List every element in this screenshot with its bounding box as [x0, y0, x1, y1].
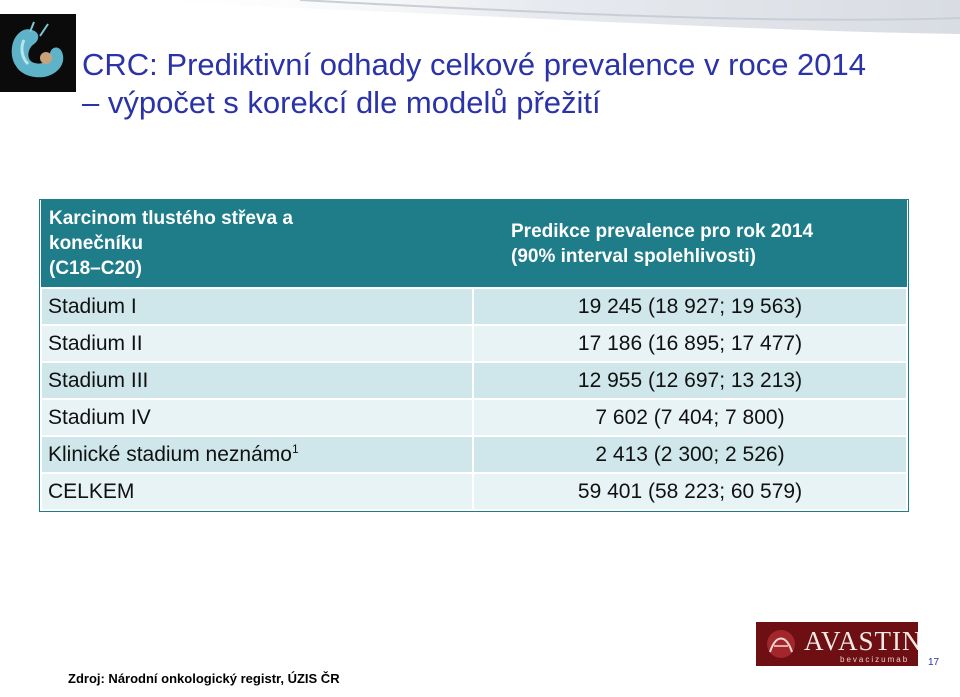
table-row: Stadium III 12 955 (12 697; 13 213) [40, 361, 908, 400]
footnote-marker: 1 [291, 441, 299, 456]
table-row: Stadium I 19 245 (18 927; 19 563) [40, 287, 908, 326]
header-prediction-line: (90% interval spolehlivosti) [511, 245, 756, 267]
row-value: 17 186 (16 895; 17 477) [472, 324, 908, 363]
title-line-2: – výpočet s korekcí dle modelů přežití [82, 85, 601, 120]
header-diagnosis-line: (C18–C20) [49, 258, 142, 279]
table-row: Stadium II 17 186 (16 895; 17 477) [40, 324, 908, 363]
page-title: CRC: Prediktivní odhady celkové prevalen… [82, 46, 942, 122]
table-row: Stadium IV 7 602 (7 404; 7 800) [40, 398, 908, 437]
row-label-text: Stadium II [48, 331, 143, 355]
avastin-logo-icon: AVASTIN® bevacizumab [756, 622, 918, 666]
row-label: Stadium III [40, 361, 474, 400]
row-value: 59 401 (58 223; 60 579) [472, 472, 908, 511]
title-line-1: CRC: Prediktivní odhady celkové prevalen… [82, 47, 867, 82]
header-diagnosis: Karcinom tlustého střeva a konečníku (C1… [41, 200, 473, 288]
row-value: 12 955 (12 697; 13 213) [472, 361, 908, 400]
header-swoosh-decoration [120, 0, 960, 34]
header-prediction-line: Predikce prevalence pro rok 2014 [511, 220, 814, 242]
row-label: CELKEM [40, 472, 474, 511]
header-diagnosis-line: konečníku [49, 233, 143, 254]
row-label-text: CELKEM [48, 479, 135, 503]
row-label-text: Stadium III [48, 368, 149, 392]
table-row: CELKEM 59 401 (58 223; 60 579) [40, 472, 908, 511]
header-prediction: Predikce prevalence pro rok 2014 (90% in… [473, 200, 907, 288]
row-value: 7 602 (7 404; 7 800) [472, 398, 908, 437]
row-label: Stadium IV [40, 398, 474, 437]
brand-subtitle: bevacizumab [840, 655, 910, 664]
source-note: Zdroj: Národní onkologický registr, ÚZIS… [68, 671, 340, 686]
table-header-row: Karcinom tlustého střeva a konečníku (C1… [41, 200, 907, 288]
row-label: Stadium I [40, 287, 474, 326]
brand-name: AVASTIN® [804, 626, 918, 657]
row-label: Stadium II [40, 324, 474, 363]
header-diagnosis-line: Karcinom tlustého střeva a [49, 208, 293, 229]
brand-name-text: AVASTIN [804, 626, 918, 656]
row-value: 19 245 (18 927; 19 563) [472, 287, 908, 326]
row-label-text: Klinické stadium neznámo [48, 442, 292, 466]
row-label-text: Stadium I [48, 294, 137, 318]
prevalence-table: Karcinom tlustého střeva a konečníku (C1… [39, 199, 909, 512]
colon-organ-icon [0, 14, 76, 92]
slide-number: 17 [928, 657, 940, 668]
row-label-text: Stadium IV [48, 405, 151, 429]
table-row: Klinické stadium neznámo1 2 413 (2 300; … [40, 435, 908, 474]
row-value: 2 413 (2 300; 2 526) [472, 435, 908, 474]
brand-mark-icon [767, 630, 795, 658]
row-label: Klinické stadium neznámo1 [40, 435, 474, 474]
